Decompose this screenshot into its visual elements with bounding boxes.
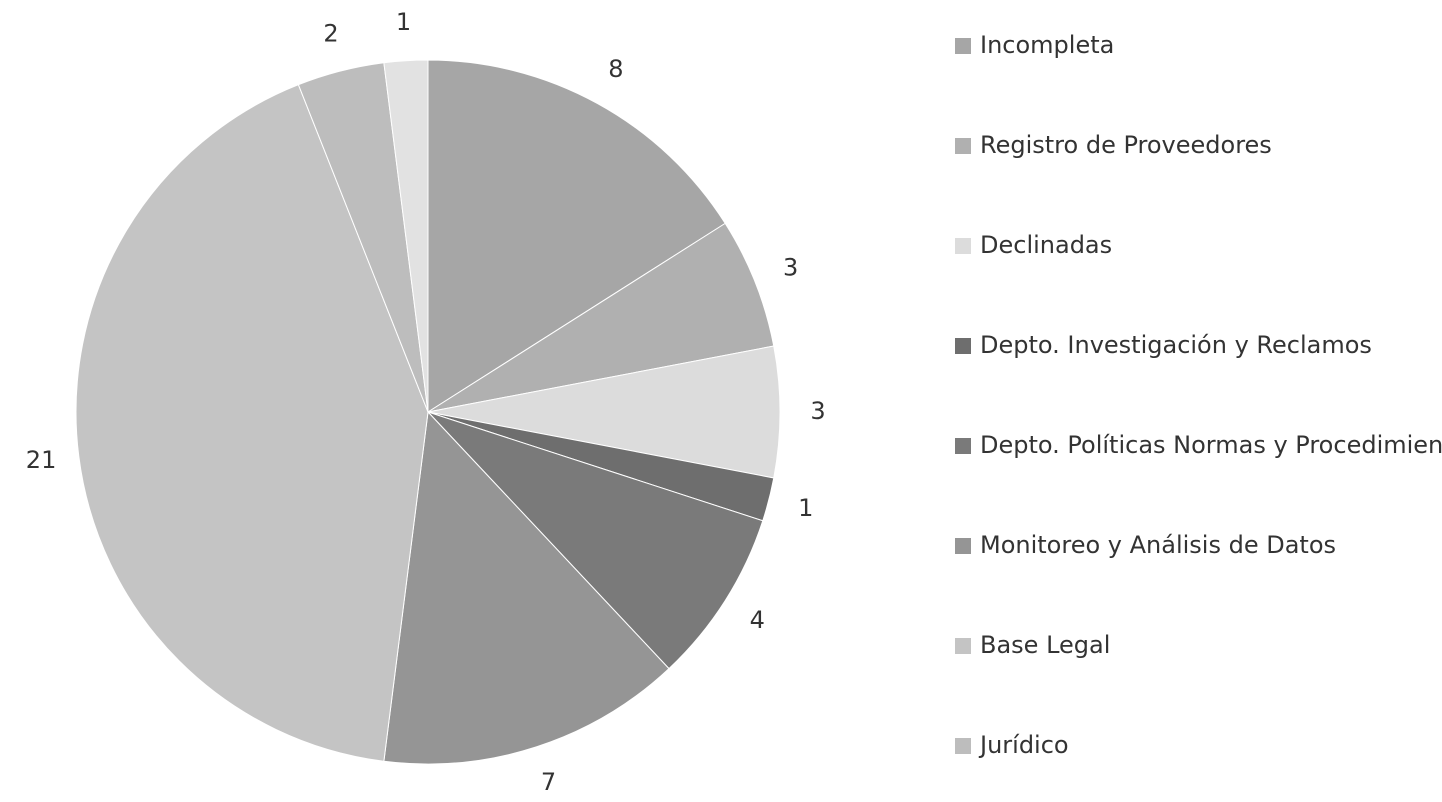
data-label: 7	[541, 768, 556, 796]
legend-label: Jurídico	[978, 731, 1069, 759]
data-label: 3	[783, 253, 798, 281]
legend-label: Monitoreo y Análisis de Datos	[980, 531, 1336, 559]
legend-label: Depto. Investigación y Reclamos	[980, 331, 1372, 359]
legend-swatch	[955, 338, 971, 354]
legend-label: Base Legal	[980, 631, 1110, 659]
pie-slice	[383, 59, 429, 413]
pie-slice	[383, 410, 670, 765]
legend-swatch	[955, 138, 971, 154]
data-label: 8	[608, 55, 623, 83]
data-label: 2	[323, 19, 338, 47]
data-label: 3	[810, 397, 825, 425]
pie-slice	[427, 222, 775, 413]
legend-swatch	[955, 38, 971, 54]
legend-swatch	[955, 438, 971, 454]
pie-slice	[427, 411, 764, 670]
data-label: 1	[798, 494, 813, 522]
data-label: 4	[750, 606, 765, 634]
legend-label: Declinadas	[980, 231, 1112, 259]
legend-swatch	[955, 738, 971, 754]
legend-swatch	[955, 638, 971, 654]
data-label: 21	[26, 446, 57, 474]
pie-slice	[75, 84, 429, 762]
legend-label: Incompleta	[980, 31, 1114, 59]
pie-slice	[427, 59, 726, 413]
legend-label: Registro de Proveedores	[980, 131, 1272, 159]
data-label: 1	[396, 8, 411, 36]
legend-swatch	[955, 538, 971, 554]
legend-label: Depto. Políticas Normas y Procedimientos	[980, 431, 1442, 459]
legend-swatch	[955, 238, 971, 254]
pie-slice	[427, 345, 781, 479]
